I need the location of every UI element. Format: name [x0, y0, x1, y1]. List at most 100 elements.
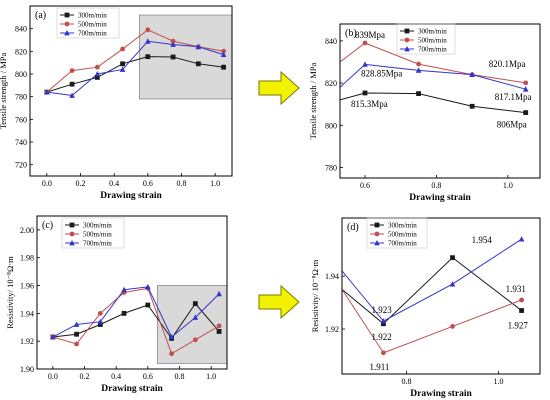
data-point [121, 310, 127, 316]
data-point [145, 283, 151, 290]
data-label: 806Mpa [497, 120, 527, 130]
data-point [74, 331, 79, 337]
legend-entry: 300m/min [418, 28, 447, 36]
legend-marker [404, 28, 410, 34]
data-label: 1.911 [369, 362, 389, 372]
series-line [342, 289, 522, 354]
x-tick-label: 1.0 [494, 377, 504, 386]
data-point [69, 81, 75, 87]
data-label: 828.85Mpa [361, 68, 402, 78]
y-tick-label: 840 [15, 25, 27, 34]
panel-label: (b) [345, 28, 357, 39]
zoom-arrow-icon [258, 70, 300, 106]
data-point [44, 89, 50, 95]
y-axis-label: Tensile strength / MPa [0, 52, 8, 129]
legend-entry: 300m/min [83, 222, 112, 230]
panel-label: (a) [35, 10, 46, 21]
legend-entry: 500m/min [83, 231, 112, 239]
legend-marker [64, 12, 70, 18]
x-tick-label: 0.8 [175, 372, 185, 381]
zoom-arrow-icon [258, 284, 300, 320]
data-point [94, 71, 101, 77]
plot-frame [341, 217, 541, 375]
data-point [170, 38, 176, 44]
data-point [120, 46, 125, 52]
data-point [449, 281, 456, 287]
data-point [362, 40, 368, 46]
legend-marker [374, 231, 380, 237]
data-point [416, 91, 421, 97]
series-line [52, 302, 220, 340]
y-tick-label: 1.90 [20, 365, 34, 374]
data-point [121, 286, 127, 293]
plot-frame [36, 215, 228, 370]
series-line [52, 286, 220, 338]
x-tick-label: 1.0 [503, 181, 513, 190]
y-axis-label: Resistivity/ 10⁻⁸Ω·m [5, 256, 15, 329]
legend-marker [374, 222, 380, 228]
legend-entry: 700m/min [388, 240, 417, 248]
highlight-region [156, 285, 227, 364]
data-point [523, 80, 529, 86]
x-axis-label: Drawing strain [100, 191, 162, 201]
legend-entry: 500m/min [388, 231, 417, 239]
data-point [192, 337, 198, 343]
series-line [46, 40, 224, 97]
x-tick-label: 0.6 [143, 372, 153, 381]
series-line [46, 29, 224, 93]
data-point [519, 308, 524, 313]
data-point [73, 321, 80, 327]
series-line [342, 257, 522, 325]
x-tick-label: 1.0 [210, 179, 220, 188]
data-point [362, 90, 368, 96]
data-label: 820.1Mpa [489, 59, 526, 69]
legend-box [396, 23, 456, 55]
data-point [50, 334, 56, 340]
y-axis-label: Tensile strength / MPa [308, 62, 318, 139]
data-label: 1.922 [371, 332, 391, 342]
data-label: 839Mpa [355, 30, 385, 40]
data-label: 1.954 [472, 235, 493, 245]
data-point [69, 68, 75, 73]
data-point [69, 92, 75, 98]
x-axis-label: Drawing strain [409, 193, 471, 203]
data-label: 1.927 [508, 321, 529, 331]
data-point [145, 54, 151, 60]
data-label: 1.923 [371, 305, 392, 315]
data-point [518, 236, 525, 242]
data-point [216, 290, 222, 297]
data-point [145, 38, 151, 44]
y-tick-label: 1.92 [325, 325, 339, 334]
legend-marker [69, 240, 75, 246]
legend-box [56, 7, 120, 39]
x-tick-label: 0.0 [42, 179, 52, 188]
data-point [195, 61, 201, 67]
legend-marker [69, 222, 75, 228]
legend-entry: 500m/min [418, 37, 447, 45]
data-point [450, 324, 455, 329]
data-label: 817.1Mpa [495, 92, 532, 102]
y-tick-label: 2.00 [20, 226, 34, 235]
data-point [221, 48, 226, 54]
legend-marker [404, 46, 410, 52]
legend-marker [404, 37, 410, 43]
data-point [192, 314, 199, 320]
y-axis-label: Resistivity/ 10⁻⁸Ω·m [310, 259, 320, 332]
chart-panel: 0.8 1.0 1.92 1.94 (d) Drawing strain Resistivi… [310, 217, 541, 399]
data-point [168, 334, 175, 340]
data-point [381, 350, 386, 356]
data-point [416, 61, 421, 67]
x-tick-label: 0.8 [401, 377, 411, 386]
x-tick-label: 0.4 [111, 372, 121, 381]
legend-entry: 700m/min [83, 240, 112, 248]
data-point [216, 323, 222, 329]
y-tick-label: 1.94 [325, 272, 339, 281]
data-point [469, 103, 475, 109]
data-point [415, 67, 422, 73]
data-point [380, 318, 387, 324]
data-point [220, 51, 227, 58]
